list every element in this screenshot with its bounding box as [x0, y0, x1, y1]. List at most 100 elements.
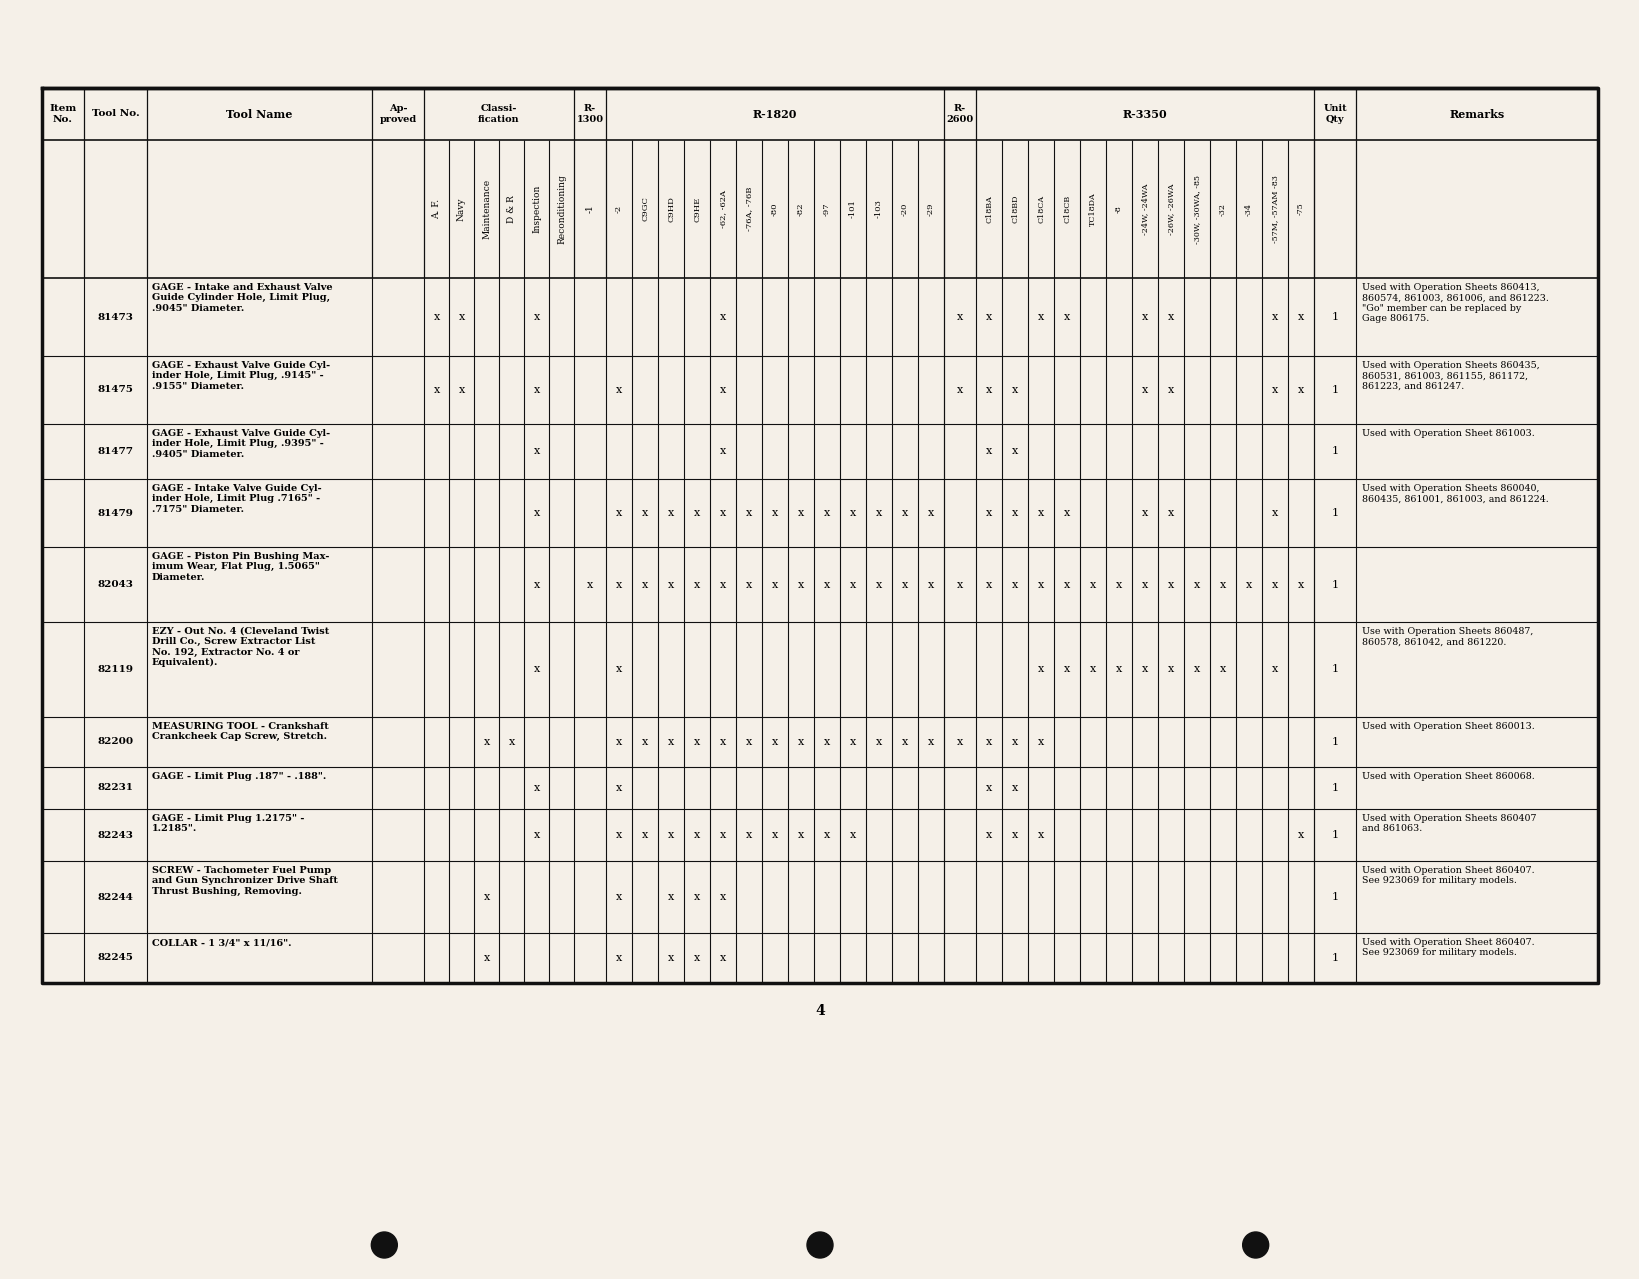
Text: x: x	[1011, 508, 1018, 518]
Text: x: x	[772, 579, 779, 590]
Text: 4: 4	[815, 1004, 824, 1018]
Text: x: x	[987, 508, 992, 518]
Text: x: x	[957, 579, 964, 590]
Text: C9HD: C9HD	[667, 196, 675, 223]
Text: GAGE - Intake and Exhaust Valve
Guide Cylinder Hole, Limit Plug,
.9045" Diameter: GAGE - Intake and Exhaust Valve Guide Cy…	[152, 283, 333, 313]
Text: x: x	[693, 891, 700, 902]
Text: -57M, -57AM -83: -57M, -57AM -83	[1270, 175, 1278, 243]
Text: x: x	[484, 891, 490, 902]
Text: x: x	[1169, 312, 1174, 322]
Text: x: x	[484, 953, 490, 963]
Text: x: x	[798, 830, 805, 840]
Text: -24W, -24WA: -24W, -24WA	[1141, 183, 1149, 235]
Text: x: x	[1064, 579, 1070, 590]
Text: Inspection: Inspection	[533, 184, 541, 233]
Text: x: x	[987, 579, 992, 590]
Text: -32: -32	[1219, 202, 1228, 215]
Text: 82231: 82231	[97, 784, 133, 793]
Text: x: x	[616, 783, 623, 793]
Text: SCREW - Tachometer Fuel Pump
and Gun Synchronizer Drive Shaft
Thrust Bushing, Re: SCREW - Tachometer Fuel Pump and Gun Syn…	[152, 866, 338, 895]
Text: x: x	[484, 737, 490, 747]
Text: x: x	[1011, 830, 1018, 840]
Text: GAGE - Exhaust Valve Guide Cyl-
inder Hole, Limit Plug, .9145" -
.9155" Diameter: GAGE - Exhaust Valve Guide Cyl- inder Ho…	[152, 361, 329, 391]
Text: x: x	[746, 830, 752, 840]
Text: x: x	[720, 953, 726, 963]
Text: Navy: Navy	[457, 197, 465, 221]
Text: x: x	[1116, 579, 1123, 590]
Text: x: x	[533, 312, 539, 322]
Text: TC18DA: TC18DA	[1088, 192, 1096, 226]
Text: x: x	[459, 312, 464, 322]
Text: 81475: 81475	[98, 385, 133, 394]
Text: x: x	[616, 830, 623, 840]
Text: x: x	[901, 579, 908, 590]
Text: -97: -97	[823, 202, 831, 216]
Text: x: x	[987, 385, 992, 395]
Text: Reconditioning: Reconditioning	[557, 174, 565, 244]
Text: x: x	[1037, 737, 1044, 747]
Text: x: x	[1090, 665, 1096, 674]
Text: x: x	[1298, 830, 1305, 840]
Text: x: x	[616, 385, 623, 395]
Text: x: x	[957, 737, 964, 747]
Text: R-
2600: R- 2600	[946, 105, 974, 124]
Text: -62, -62A: -62, -62A	[720, 191, 728, 228]
Text: x: x	[533, 508, 539, 518]
Text: x: x	[1064, 312, 1070, 322]
Text: 81479: 81479	[98, 509, 133, 518]
Text: x: x	[851, 508, 856, 518]
Text: R-1820: R-1820	[752, 109, 797, 119]
Text: x: x	[987, 783, 992, 793]
Text: Used with Operation Sheets 860040,
860435, 861001, 861003, and 861224.: Used with Operation Sheets 860040, 86043…	[1362, 483, 1549, 504]
Text: x: x	[1011, 579, 1018, 590]
Text: Maintenance: Maintenance	[482, 179, 492, 239]
Text: -2: -2	[615, 205, 623, 214]
Text: 81477: 81477	[97, 446, 133, 457]
Circle shape	[1242, 1232, 1269, 1259]
Text: x: x	[693, 953, 700, 963]
Text: x: x	[824, 579, 829, 590]
Text: GAGE - Limit Plug 1.2175" -
1.2185".: GAGE - Limit Plug 1.2175" - 1.2185".	[152, 813, 305, 834]
Text: x: x	[1169, 385, 1174, 395]
Text: x: x	[616, 891, 623, 902]
Text: -30W, -30WA, -85: -30W, -30WA, -85	[1193, 174, 1201, 243]
Text: x: x	[851, 830, 856, 840]
Text: 81473: 81473	[98, 312, 133, 321]
Circle shape	[372, 1232, 397, 1259]
Text: x: x	[824, 737, 829, 747]
Text: x: x	[667, 953, 674, 963]
Text: x: x	[901, 508, 908, 518]
Text: -82: -82	[797, 202, 805, 216]
Text: Used with Operation Sheet 860013.: Used with Operation Sheet 860013.	[1362, 723, 1534, 732]
Text: -76A, -76B: -76A, -76B	[746, 187, 752, 231]
Text: Ap-
proved: Ap- proved	[379, 105, 416, 124]
Text: x: x	[1298, 579, 1305, 590]
Text: x: x	[987, 737, 992, 747]
Text: x: x	[1142, 579, 1149, 590]
Text: x: x	[720, 891, 726, 902]
Text: x: x	[1011, 737, 1018, 747]
Text: R-
1300: R- 1300	[577, 105, 603, 124]
Text: x: x	[875, 508, 882, 518]
Text: COLLAR - 1 3/4" x 11/16".: COLLAR - 1 3/4" x 11/16".	[152, 938, 292, 946]
Text: x: x	[987, 446, 992, 457]
Text: x: x	[1272, 385, 1278, 395]
Text: x: x	[1037, 312, 1044, 322]
Text: x: x	[459, 385, 464, 395]
Text: 1: 1	[1331, 385, 1339, 395]
Text: -8: -8	[1115, 205, 1123, 212]
Text: 82043: 82043	[98, 579, 133, 590]
Text: Tool No.: Tool No.	[92, 110, 139, 119]
Text: x: x	[1142, 508, 1149, 518]
Text: Unit
Qty: Unit Qty	[1323, 105, 1347, 124]
Text: x: x	[851, 737, 856, 747]
Text: x: x	[851, 579, 856, 590]
Text: x: x	[1193, 579, 1200, 590]
Text: GAGE - Intake Valve Guide Cyl-
inder Hole, Limit Plug .7165" -
.7175" Diameter.: GAGE - Intake Valve Guide Cyl- inder Hol…	[152, 483, 321, 514]
Text: x: x	[928, 737, 934, 747]
Text: x: x	[720, 830, 726, 840]
Text: x: x	[667, 579, 674, 590]
Text: R-3350: R-3350	[1123, 109, 1167, 119]
Text: x: x	[798, 579, 805, 590]
Circle shape	[806, 1232, 833, 1259]
